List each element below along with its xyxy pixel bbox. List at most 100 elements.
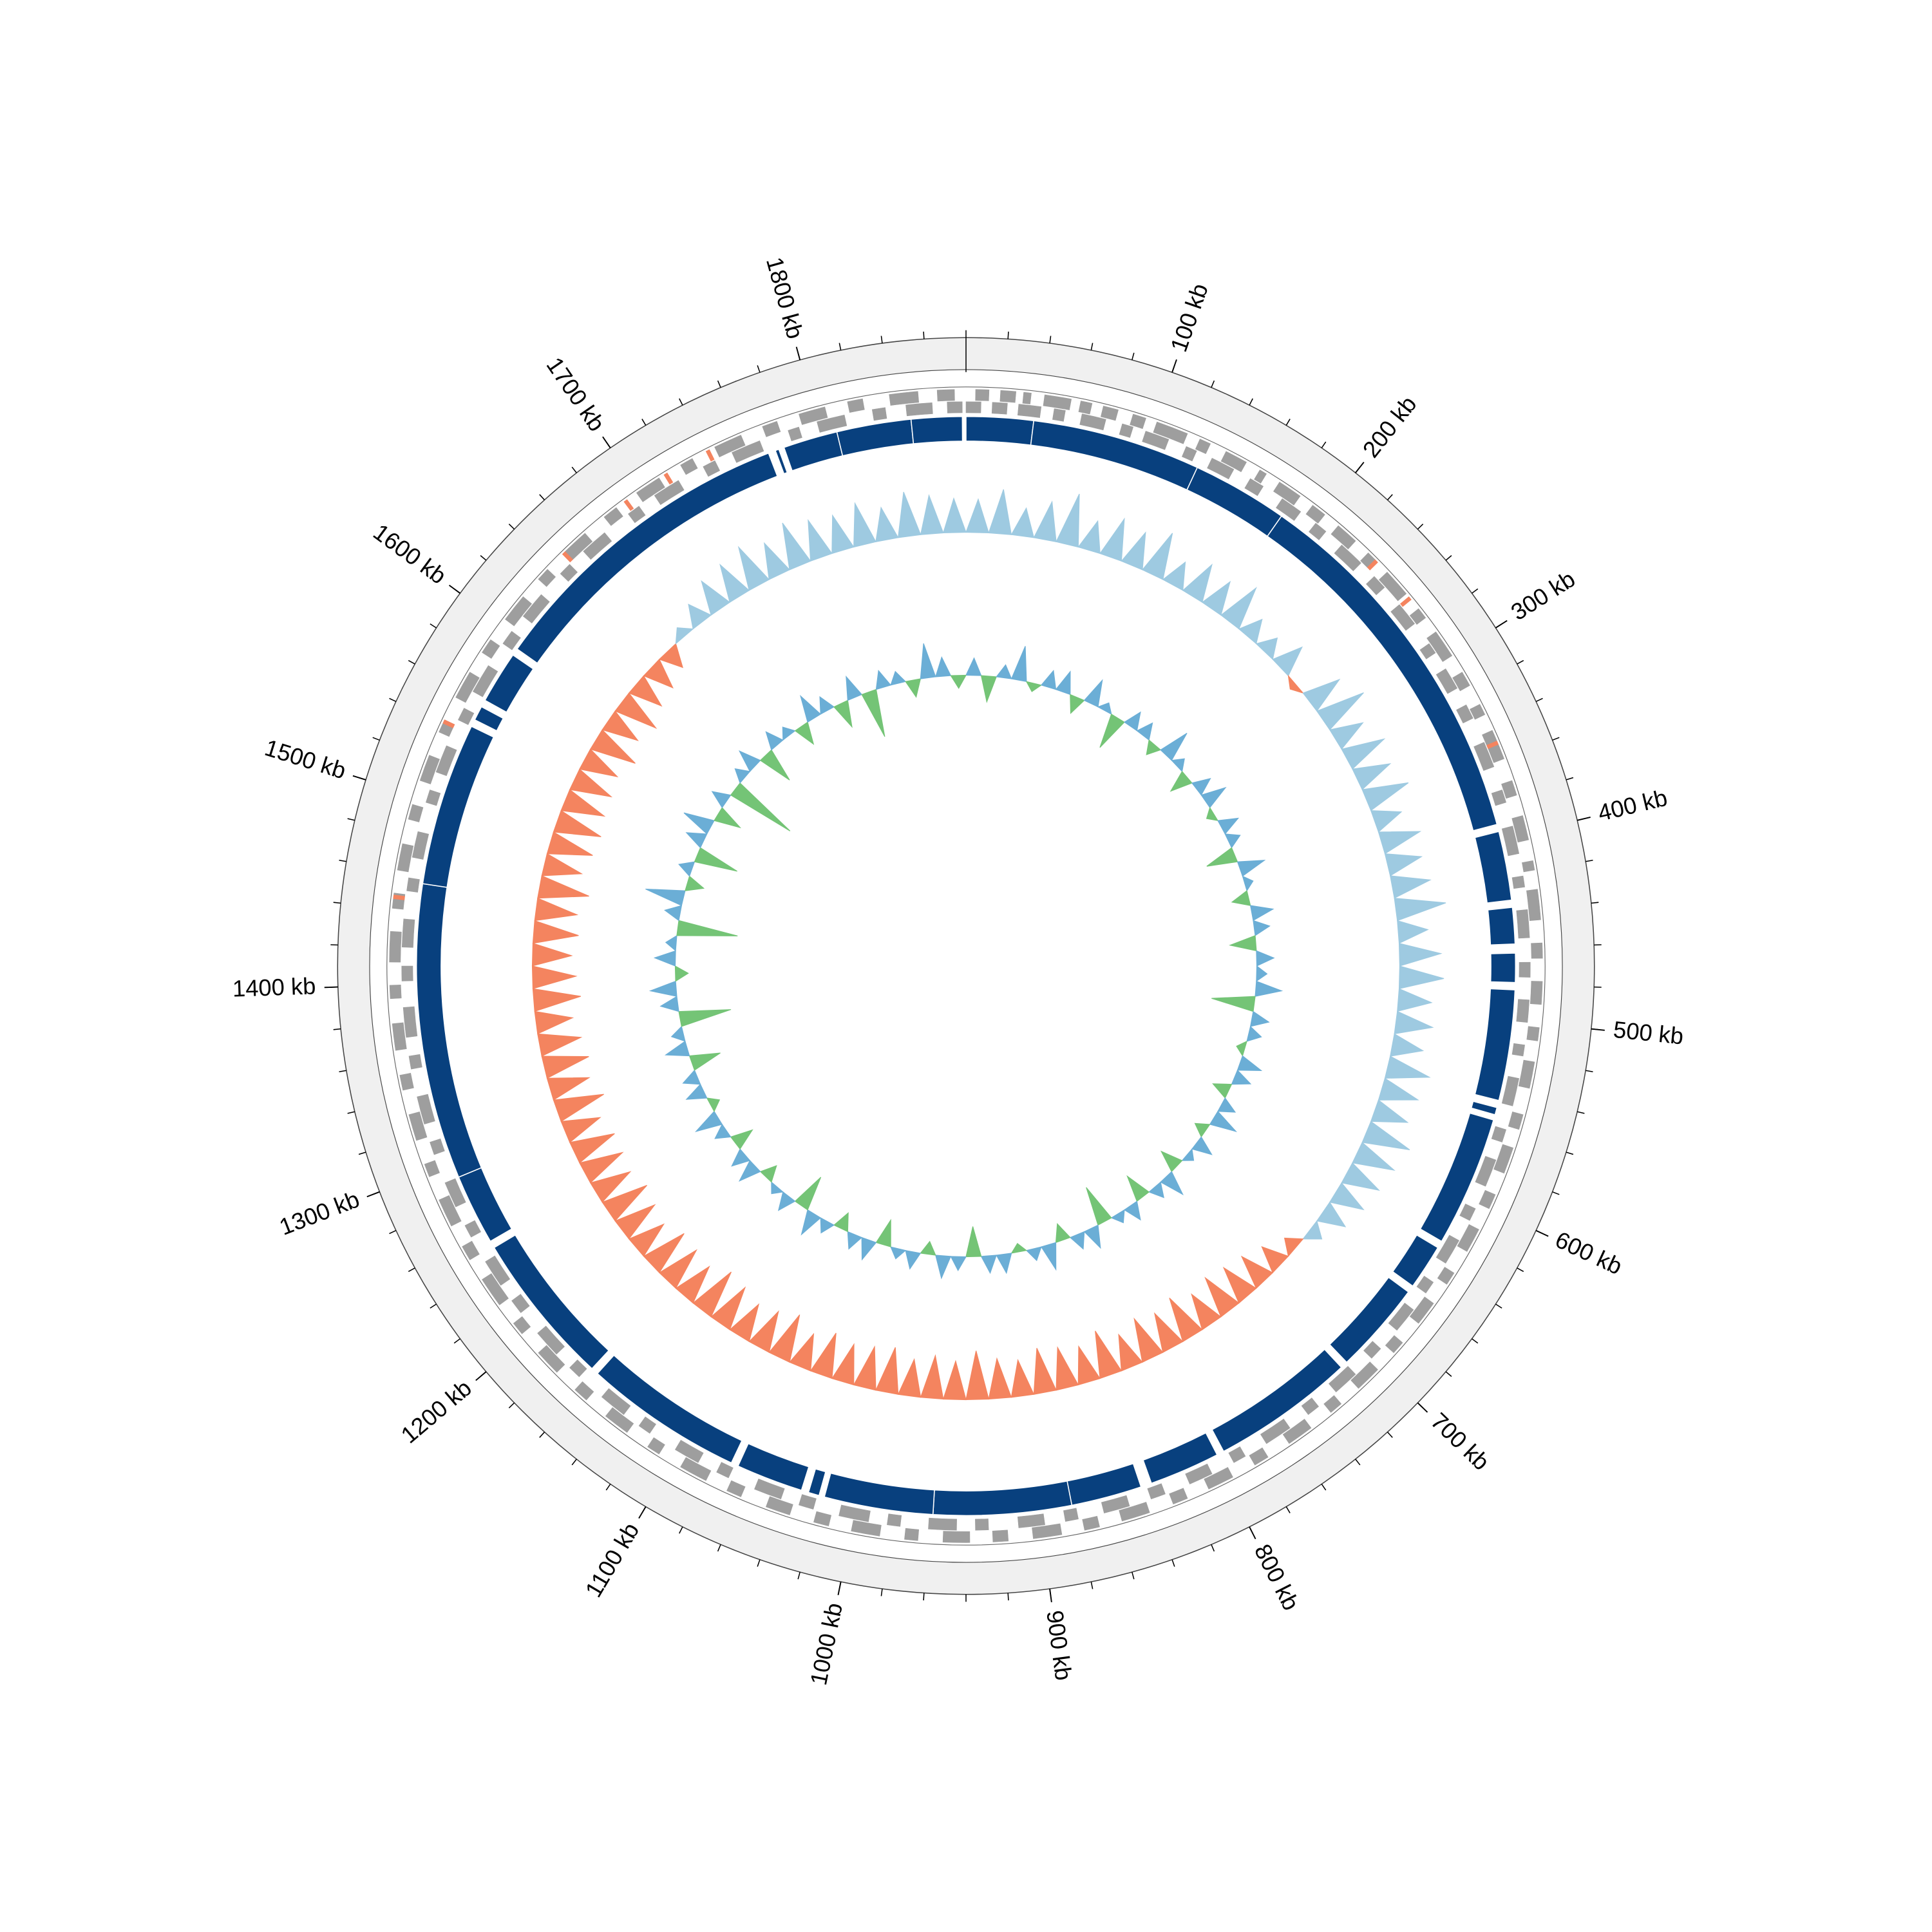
gc-content-bin — [685, 1083, 708, 1100]
gc-skew-bin — [1378, 1077, 1419, 1101]
gc-skew-bin — [560, 789, 606, 817]
contig — [1474, 831, 1513, 904]
gc-skew-bin — [546, 1077, 591, 1101]
minor-tick — [923, 1593, 925, 1601]
gc-content-bin — [711, 791, 732, 809]
feature-forward — [762, 421, 781, 437]
feature-forward — [680, 1457, 712, 1481]
gc-skew-bin — [1329, 1182, 1365, 1211]
gc-content-bin — [861, 1236, 877, 1261]
feature-reverse — [1511, 875, 1525, 889]
feature-forward — [1130, 413, 1146, 430]
gc-skew-bin — [1352, 763, 1392, 791]
gc-content-bin — [1083, 679, 1103, 708]
contig — [1474, 988, 1516, 1101]
gc-content-bin — [1170, 770, 1193, 792]
gc-content-bin — [1236, 860, 1266, 877]
major-tick — [795, 346, 801, 361]
gc-skew-bin — [579, 748, 619, 777]
gc-skew-bin — [1238, 618, 1263, 645]
minor-tick — [1132, 352, 1135, 361]
gc-skew-bin — [1033, 1348, 1057, 1395]
contig — [484, 654, 535, 713]
contig — [1392, 1234, 1439, 1287]
gc-content-bin — [935, 656, 952, 677]
feature-forward — [1479, 1189, 1496, 1209]
gc-content-bin — [1231, 890, 1251, 906]
feature-forward — [1204, 1467, 1233, 1490]
gc-content-bin — [1249, 905, 1274, 922]
feature-forward — [1501, 780, 1517, 799]
feature-reverse — [1017, 1513, 1045, 1528]
feature-forward — [1437, 1267, 1455, 1285]
feature-reverse — [799, 1494, 817, 1510]
feature-forward — [1220, 451, 1247, 473]
gc-content-bin — [1191, 1136, 1213, 1155]
gc-content-bin — [905, 1249, 922, 1270]
tick-label: 1200 kb — [396, 1374, 477, 1448]
feature-reverse — [1301, 1397, 1320, 1416]
feature-reverse — [1207, 458, 1235, 480]
gc-content-bin — [1211, 996, 1256, 1012]
feature-forward — [1531, 942, 1543, 959]
feature-reverse — [716, 1462, 734, 1479]
minor-tick — [1535, 697, 1543, 702]
gc-content-bin — [965, 657, 982, 676]
minor-tick — [1445, 555, 1452, 561]
gc-content-bin — [920, 1240, 936, 1256]
gc-content-bin — [846, 676, 863, 701]
gc-skew-bin — [1398, 965, 1444, 989]
contig — [458, 1167, 513, 1242]
gc-content-bin — [706, 1097, 721, 1113]
feature-forward — [1493, 1144, 1514, 1174]
gc-content-bin — [714, 807, 741, 829]
contig — [836, 419, 914, 457]
gc-content-bin — [685, 875, 705, 891]
minor-tick — [358, 1151, 366, 1155]
tick-label: 200 kb — [1358, 391, 1422, 462]
gc-skew-bin — [965, 1350, 989, 1401]
gc-content-bin — [1099, 714, 1125, 748]
feature-reverse — [401, 965, 413, 981]
feature-forward — [389, 931, 402, 963]
feature-reverse — [1363, 1341, 1381, 1359]
contig — [824, 1472, 935, 1515]
tick-label: 800 kb — [1249, 1540, 1305, 1615]
gc-skew-bin — [1341, 738, 1386, 770]
minor-tick — [389, 1230, 397, 1235]
feature-reverse — [654, 480, 685, 506]
minor-tick — [641, 419, 647, 426]
gc-content-bin — [1242, 875, 1254, 892]
gc-skew-bin — [569, 768, 613, 798]
rna-feature — [663, 472, 674, 485]
minor-tick — [757, 365, 761, 373]
gc-skew-bin — [1033, 500, 1057, 542]
gc-content-bin — [1206, 806, 1219, 822]
major-tick — [352, 775, 366, 781]
gc-skew-bin — [1191, 1293, 1222, 1331]
gc-skew-bin — [531, 942, 573, 967]
gc-skew-bin — [942, 497, 967, 534]
feature-forward — [1282, 1419, 1312, 1444]
feature-forward — [1169, 1488, 1188, 1504]
gc-skew-bin — [1390, 1033, 1425, 1057]
contig — [596, 1354, 743, 1464]
gc-content-bin — [1217, 817, 1240, 835]
gc-content-bin — [653, 950, 676, 967]
gc-content-bin — [996, 664, 1012, 679]
gc-content-bin — [875, 670, 892, 690]
gc-skew-bin — [1255, 637, 1278, 660]
feature-reverse — [1388, 1302, 1414, 1331]
major-tick — [448, 584, 461, 594]
gc-skew-bin — [789, 1332, 815, 1372]
gc-skew-bin — [1056, 1346, 1079, 1391]
major-tick — [1591, 1028, 1605, 1031]
feature-forward — [482, 1273, 509, 1305]
gc-skew-bin — [920, 494, 944, 535]
gc-skew-bin — [1398, 943, 1443, 967]
feature-forward — [1043, 394, 1072, 410]
gc-skew-bin — [1394, 1010, 1434, 1035]
feature-forward — [538, 1345, 565, 1373]
